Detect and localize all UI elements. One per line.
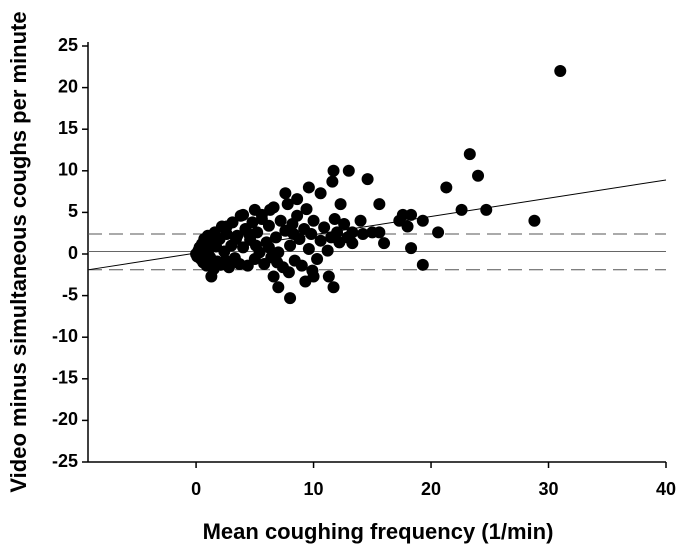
point [334,198,347,211]
point [327,164,340,177]
point [230,233,243,246]
point [262,241,275,254]
point [405,242,418,255]
point [248,203,261,216]
y-tick-label: -25 [52,451,78,471]
y-tick-label: 0 [68,243,78,263]
point [237,241,250,254]
regression-line [87,179,667,271]
point [307,214,320,227]
point [302,181,315,194]
y-tick-label: -20 [52,409,78,429]
point [361,173,374,186]
point [326,175,339,188]
point [328,213,341,226]
y-tick-label: -10 [52,326,78,346]
point [272,281,285,294]
y-tick-label: 10 [58,160,78,180]
point [291,209,304,222]
point [463,148,476,161]
point [338,218,351,231]
point [295,259,308,272]
point [311,252,324,265]
point [271,256,284,269]
point [321,244,334,257]
point [242,228,255,241]
point [281,198,294,211]
point [393,214,406,227]
point [378,237,391,250]
point [246,216,259,229]
point [314,187,327,200]
point [314,234,327,247]
point [327,281,340,294]
point [354,214,367,227]
point [284,239,297,252]
y-tick-label: 20 [58,76,78,96]
point [205,270,218,283]
point [322,270,335,283]
point [341,231,354,244]
point [318,221,331,234]
point [282,266,295,279]
y-tick-label: 15 [58,118,78,138]
y-tick-label: 25 [58,35,78,55]
x-tick-label: 30 [539,479,559,499]
point [291,193,304,206]
point [373,198,386,211]
point [220,220,233,233]
x-tick-label: 0 [191,479,201,499]
y-tick-label: -15 [52,368,78,388]
point [274,214,287,227]
y-axis-title: Video minus simultaneous coughs per minu… [6,11,31,492]
point [554,64,567,77]
point [267,270,280,283]
point [416,258,429,271]
point [219,254,232,267]
point [528,214,541,227]
point [472,169,485,182]
point [262,219,275,232]
point [342,164,355,177]
point [432,226,445,239]
point [300,203,313,216]
point [416,214,429,227]
x-tick-label: 10 [304,479,324,499]
point [305,228,318,241]
point [302,243,315,256]
point [249,239,262,252]
point [366,226,379,239]
y-tick-label: -5 [62,284,78,304]
y-tick-label: 5 [68,201,78,221]
x-tick-label: 20 [421,479,441,499]
point [440,181,453,194]
point [279,187,292,200]
point [299,275,312,288]
point [356,228,369,241]
x-tick-label: 40 [656,479,676,499]
point [480,203,493,216]
point [331,226,344,239]
point [272,246,285,259]
point [455,203,468,216]
point [284,292,297,305]
x-axis-title: Mean coughing frequency (1/min) [203,519,554,544]
point [237,208,250,221]
point [405,208,418,221]
